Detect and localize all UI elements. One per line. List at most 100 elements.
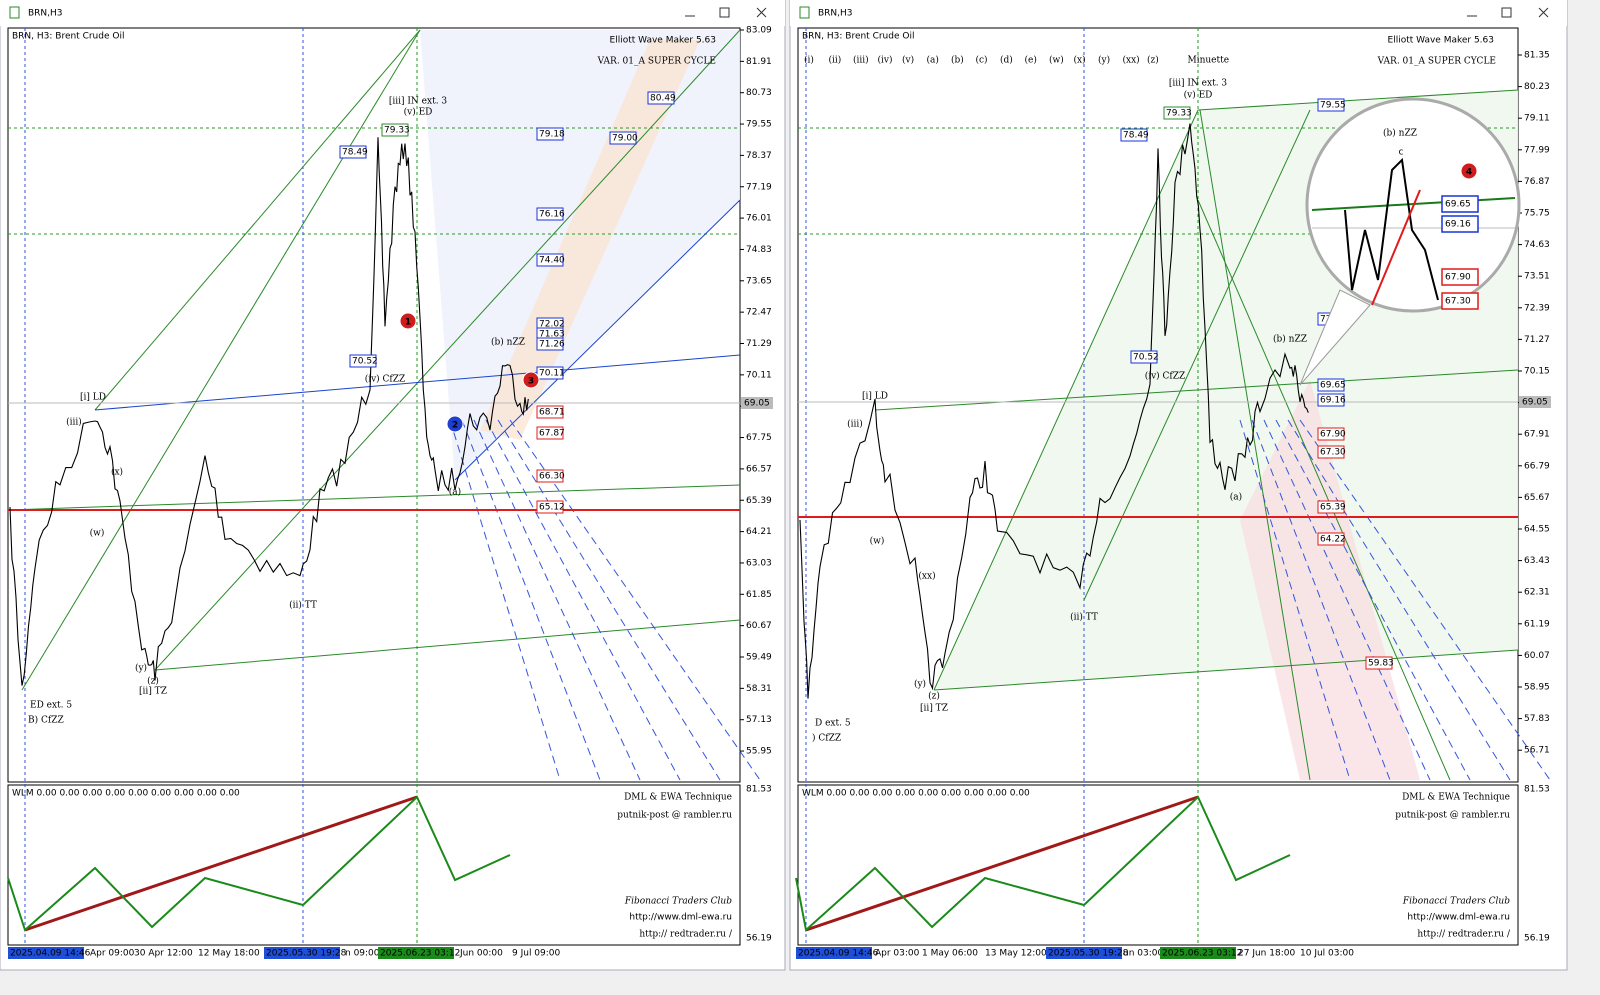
maximize-button[interactable]	[719, 7, 730, 18]
price-axis-label: 61.85	[746, 590, 772, 600]
marker	[522, 371, 540, 389]
channel-line	[7, 484, 741, 511]
price-tag	[1317, 500, 1345, 514]
price-axis-label: 74.83	[746, 245, 772, 255]
price-axis-label: 77.19	[746, 182, 772, 192]
price-axis-label: 67.91	[1524, 430, 1550, 440]
symbol-label: BRN, H3: Brent Crude Oil	[802, 32, 914, 42]
wave-label: ) CfZZ	[812, 733, 841, 744]
close-button[interactable]	[1538, 7, 1549, 18]
marker	[446, 415, 464, 433]
price-axis-label: 57.13	[746, 715, 772, 725]
wave-label: [i] LD	[862, 392, 888, 402]
price-tag-text: 69.65	[1320, 381, 1346, 391]
price-tag	[1120, 128, 1148, 142]
degree-button[interactable]: (z)	[1147, 55, 1159, 66]
price-tag-text: 59.83	[1368, 659, 1394, 669]
price-axis-label: 62.31	[1524, 588, 1550, 598]
price-axis-label: 79.11	[1524, 114, 1550, 124]
price-axis-label: 70.11	[746, 370, 772, 380]
time-label: 2025.05.30 19:28	[1048, 949, 1129, 959]
projection-line	[497, 419, 721, 781]
zoom-tag	[1441, 195, 1479, 213]
time-marker	[8, 947, 84, 959]
price-tag-text: 67.90	[1320, 430, 1346, 440]
wave-label: (iv) CfZZ	[1145, 371, 1186, 382]
price-axis-label: 65.67	[1524, 493, 1550, 503]
price-axis-label: 70.15	[1524, 367, 1550, 377]
window-title: BRN,H3	[28, 9, 63, 19]
price-tag-text: 69.16	[1320, 396, 1346, 406]
degree-button[interactable]: (e)	[1025, 55, 1037, 66]
price-tag	[536, 405, 564, 419]
wave-label: (iii)	[66, 417, 82, 428]
price-line	[799, 123, 1309, 699]
marker-number: 2	[452, 421, 458, 431]
zoom-label: (b) nZZ	[1383, 128, 1417, 139]
wave-label: (ii) TT	[289, 600, 317, 611]
degree-button[interactable]: (y)	[1098, 55, 1110, 66]
wlm-zigzag	[795, 795, 1291, 932]
price-tag	[1317, 532, 1345, 546]
projection-line	[449, 419, 561, 781]
degree-button[interactable]: (c)	[976, 55, 988, 66]
price-tag-text: 67.87	[539, 429, 565, 439]
price-tag	[536, 426, 564, 440]
degree-button[interactable]: (b)	[951, 55, 964, 66]
price-axis-label: 81.35	[1524, 51, 1550, 61]
price-tag	[536, 337, 564, 351]
price-tag-text: 74.40	[539, 256, 565, 266]
projection-line	[1287, 419, 1511, 781]
site: http://www.dml-ewa.ru	[629, 913, 732, 923]
time-label: n 09:00	[345, 949, 380, 959]
time-label: 2025.06.23 03:12	[380, 949, 460, 959]
window-icon	[799, 6, 810, 19]
symbol-label: BRN, H3: Brent Crude Oil	[12, 32, 124, 42]
degree-button[interactable]: (iv)	[878, 55, 893, 66]
zoom-tag-text: 69.65	[1445, 200, 1471, 210]
degree-button[interactable]: (ii)	[829, 55, 842, 66]
channel-line	[154, 619, 741, 671]
degree-button[interactable]: (a)	[927, 55, 939, 66]
channel-line	[94, 354, 741, 411]
title-bar	[790, 0, 1567, 26]
panel-axis-label: 56.19	[1524, 934, 1550, 944]
price-axis-label: 65.39	[746, 496, 772, 506]
channel-line	[933, 109, 1199, 691]
price-axis-label: 56.71	[1524, 746, 1550, 756]
price-tag-text: 78.49	[342, 148, 368, 158]
price-axis-label: 63.03	[746, 558, 772, 568]
window: BRN,H3 BRN, H3: Brent Crude Oil Elliott Wa…	[789, 0, 1568, 971]
wave-label: [ii] TZ	[139, 687, 167, 697]
price-tag-text: 70.52	[1133, 353, 1159, 363]
wave-label: (v) ED	[1184, 90, 1213, 101]
price-tag	[349, 354, 377, 368]
degree-button[interactable]: (x)	[1074, 55, 1086, 66]
degree-button[interactable]: (iii)	[853, 55, 869, 66]
wave-label: [i] LD	[80, 393, 106, 403]
degree-button[interactable]: Minuette	[1188, 56, 1230, 66]
channel-line	[1197, 89, 1519, 111]
degree-button[interactable]: (d)	[1000, 55, 1013, 66]
degree-button[interactable]: (i)	[804, 55, 814, 66]
wave-label: (a)	[1230, 492, 1242, 503]
degree-button[interactable]: (w)	[1049, 55, 1064, 66]
price-axis-label: 58.31	[746, 684, 772, 694]
price-axis-label: 74.63	[1524, 240, 1550, 250]
price-tag	[1317, 393, 1345, 407]
projection-line	[1299, 419, 1551, 781]
marker	[399, 312, 417, 330]
price-axis-label: 83.09	[746, 26, 772, 36]
zoom-tag-text: 67.90	[1445, 273, 1471, 283]
price-axis-label: 75.75	[1524, 209, 1550, 219]
maximize-button[interactable]	[1501, 7, 1512, 18]
close-button[interactable]	[756, 7, 767, 18]
fib-zone-red	[1240, 380, 1420, 780]
degree-button[interactable]: (xx)	[1123, 55, 1140, 66]
degree-button[interactable]: (v)	[902, 55, 914, 66]
panel-axis-label: 81.53	[1524, 785, 1550, 795]
wlm-zigzag	[7, 795, 511, 932]
price-line	[9, 137, 529, 686]
price-axis-label: 76.01	[746, 214, 772, 224]
marker-number: 4	[1466, 168, 1472, 178]
